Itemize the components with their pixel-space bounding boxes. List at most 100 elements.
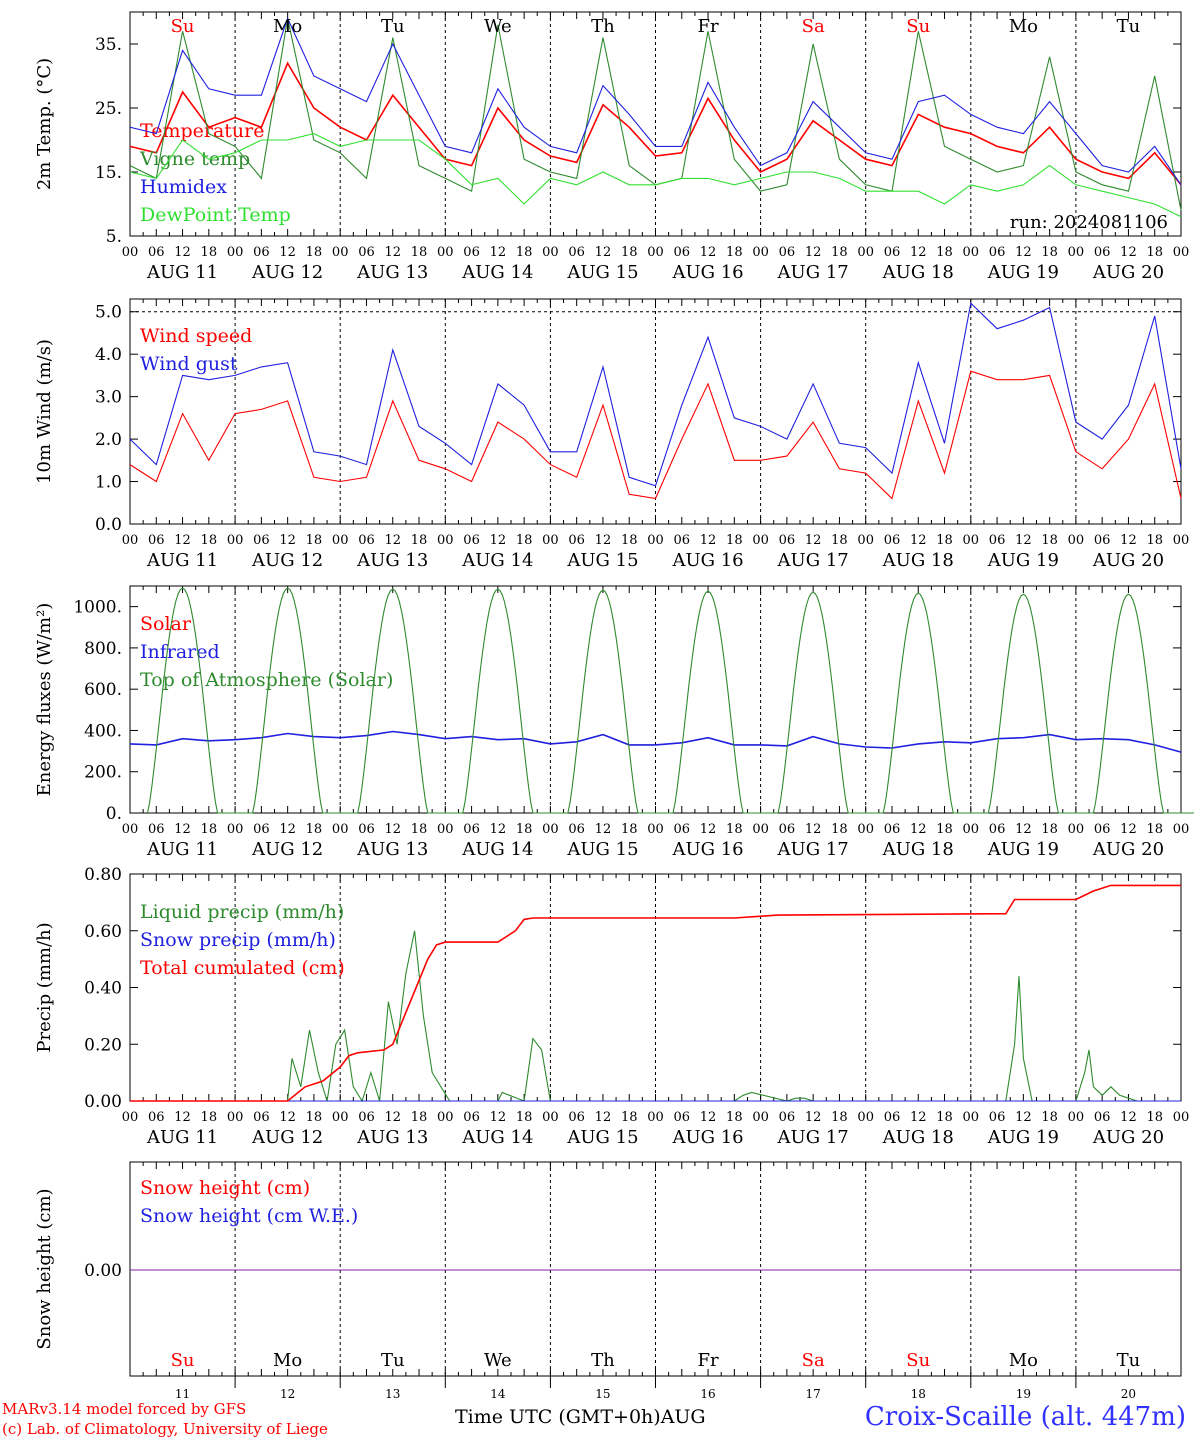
hour-tick-label: 06 [1094,533,1111,548]
series-line-temperature [129,61,1182,186]
date-label: AUG 19 [987,839,1059,860]
y-axis-title: 10m Wind (m/s) [34,339,55,484]
hour-tick-label: 12 [384,1110,401,1125]
hour-tick-label: 12 [595,1110,612,1125]
series-line-humidex [129,16,1182,186]
hour-tick-label: 18 [831,822,848,837]
day-number: 14 [490,1387,506,1401]
hour-tick-label: 06 [148,822,165,837]
hour-tick-label: 18 [726,822,743,837]
hour-tick-label: 18 [201,533,218,548]
day-label: Th [591,1350,615,1371]
date-label: AUG 20 [1092,1127,1164,1148]
y-tick-label: 0.60 [84,922,122,942]
y-axis-title: Snow height (cm) [34,1188,55,1349]
legend-entry: Wind gust [140,353,238,375]
y-tick-label: 2.0 [95,430,122,450]
hour-tick-label: 18 [516,533,533,548]
lab-credit: (c) Lab. of Climatology, University of L… [2,1420,328,1438]
hour-tick-label: 00 [963,533,980,548]
time-axis-title: Time UTC (GMT+0h)AUG [455,1406,706,1428]
hour-tick-label: 18 [936,245,953,260]
hour-tick-label: 12 [700,245,717,260]
legend-entry: Snow precip (mm/h) [140,929,336,951]
hour-tick-label: 18 [726,1110,743,1125]
hour-tick-label: 00 [647,533,664,548]
y-axis-title: 2m Temp. (°C) [34,58,55,190]
hour-tick-label: 18 [621,822,638,837]
date-label: AUG 20 [1092,550,1164,571]
hour-tick-label: 12 [1120,1110,1137,1125]
hour-tick-label: 06 [253,822,270,837]
hour-tick-label: 00 [963,1110,980,1125]
date-label: AUG 17 [777,550,849,571]
day-label: Fr [698,16,719,37]
series-line-wind-speed [129,370,1182,500]
date-label: AUG 18 [882,1127,954,1148]
series-line-liquid-precip-mm-h- [130,930,1181,1103]
hour-tick-label: 06 [779,822,796,837]
panel-5: 0.00 Snow height (cm) Snow height (cm) Snow… [34,1161,1182,1401]
legend-entry: Total cumulated (cm) [140,957,345,979]
hour-tick-label: 06 [358,245,375,260]
date-label: AUG 15 [566,1127,638,1148]
hour-tick-label: 12 [279,533,296,548]
hour-tick-label: 12 [279,1110,296,1125]
date-label: AUG 14 [461,1127,533,1148]
hour-tick-label: 18 [201,1110,218,1125]
hour-tick-label: 06 [253,245,270,260]
hour-tick-label: 12 [384,245,401,260]
day-number: 11 [175,1387,190,1401]
hour-tick-label: 12 [1015,822,1032,837]
hour-tick-label: 00 [542,533,559,548]
date-label: AUG 11 [146,839,218,860]
hour-tick-label: 12 [595,822,612,837]
y-tick-label: 400. [84,721,122,741]
hour-tick-label: 00 [227,822,244,837]
hour-tick-label: 12 [805,822,822,837]
day-number: 13 [385,1387,400,1401]
hour-tick-label: 06 [779,533,796,548]
date-label: AUG 18 [882,262,954,283]
hour-tick-label: 00 [542,245,559,260]
date-label: AUG 16 [671,839,743,860]
date-label: AUG 15 [566,839,638,860]
hour-tick-label: 12 [805,245,822,260]
hour-tick-label: 00 [122,245,139,260]
y-axis-title: Energy fluxes (W/m²) [34,603,55,797]
date-label: AUG 16 [671,550,743,571]
hour-tick-label: 18 [516,1110,533,1125]
run-annotation: run: 2024081106 [1010,212,1168,233]
hour-tick-label: 18 [411,822,428,837]
date-label: AUG 16 [671,1127,743,1148]
day-number: 15 [595,1387,610,1401]
hour-tick-label: 12 [1120,822,1137,837]
day-label: Sa [802,16,825,37]
series-line-total-cumulated-cm- [130,884,1181,1102]
series-line-wind-gust [129,302,1182,487]
series-line-dewpoint-temp [129,133,1182,218]
date-label: AUG 12 [251,262,323,283]
date-label: AUG 13 [356,839,428,860]
hour-tick-label: 06 [674,533,691,548]
hour-tick-label: 06 [148,533,165,548]
hour-tick-label: 00 [1068,533,1085,548]
y-tick-label: 35. [95,35,122,55]
date-label: AUG 20 [1092,839,1164,860]
legend-entry: Humidex [140,176,227,198]
hour-tick-label: 12 [1015,245,1032,260]
hour-tick-label: 18 [936,1110,953,1125]
hour-tick-label: 12 [910,822,927,837]
y-tick-label: 0.00 [84,1092,122,1112]
date-label: AUG 11 [146,550,218,571]
hour-tick-label: 00 [1068,822,1085,837]
hour-tick-label: 00 [1173,533,1190,548]
hour-tick-label: 00 [647,822,664,837]
hour-tick-label: 00 [332,533,349,548]
date-label: AUG 15 [566,550,638,571]
hour-tick-label: 00 [857,245,874,260]
day-label: Su [171,1350,195,1371]
y-tick-label: 0.0 [95,515,122,535]
hour-tick-label: 18 [1041,1110,1058,1125]
hour-tick-label: 12 [910,1110,927,1125]
